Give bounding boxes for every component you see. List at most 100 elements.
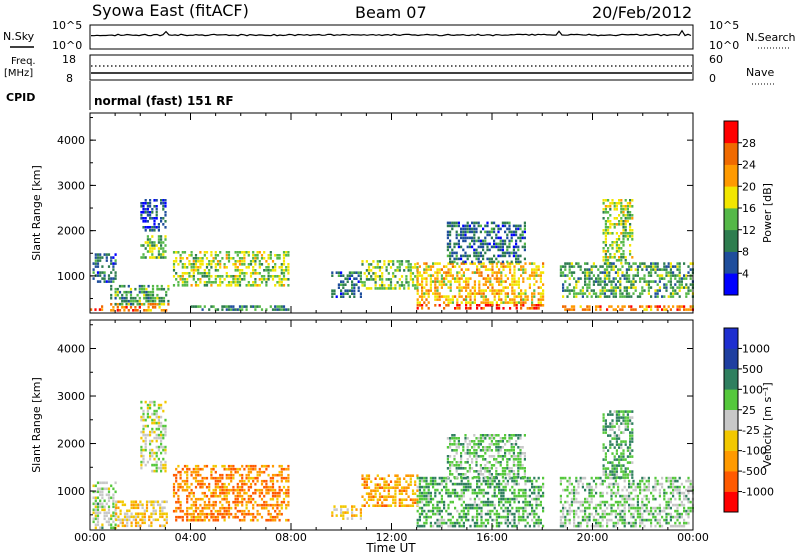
power-cell [114,290,117,294]
velocity-cell [449,524,452,528]
velocity-cell [123,515,127,519]
velocity-cell [608,503,611,507]
velocity-cell [630,503,633,507]
power-cell [610,262,613,265]
velocity-cell [107,511,111,515]
velocity-cell [177,485,180,489]
power-cell [665,271,668,274]
power-cell [181,284,184,287]
power-cell [447,268,450,271]
power-cell [454,265,457,268]
velocity-cell [96,502,100,506]
velocity-cell [482,434,485,437]
power-cell [488,257,491,261]
velocity-cell [249,518,253,522]
power-cell [490,227,493,231]
power-cell [634,280,637,283]
power-cell [607,217,610,220]
velocity-cell [117,524,120,528]
velocity-cell [263,470,266,474]
velocity-cell [208,518,211,522]
velocity-cell [367,477,371,480]
velocity-cell [654,506,657,510]
velocity-cell [482,521,485,525]
power-cell [610,283,613,286]
power-cell [223,278,226,281]
velocity-cell [203,482,206,486]
power-cell [462,274,465,277]
power-cell [127,309,130,312]
power-cell [491,268,494,271]
velocity-cell [398,501,401,504]
power-cell [515,295,518,298]
power-cell [629,250,632,253]
power-cell [142,205,145,208]
power-cell [465,295,468,298]
power-cell [559,271,562,274]
velocity-cell [151,427,154,431]
power-cell [147,293,150,297]
power-cell [665,289,668,292]
velocity-cell [497,455,500,458]
power-cell [425,271,428,274]
power-cell [620,232,623,235]
velocity-cell [440,524,443,528]
power-cell [614,292,617,295]
power-cell [482,307,485,310]
velocity-cell [400,492,404,495]
velocity-cell [566,485,569,489]
power-cell [604,250,607,253]
velocity-cell [634,521,637,525]
power-cell [517,292,520,295]
power-cell [160,238,163,241]
velocity-cell [473,515,476,519]
velocity-cell [498,503,501,507]
velocity-cell [287,464,290,468]
power-cell [506,265,509,268]
power-cell [416,283,419,286]
power-cell [236,281,239,284]
velocity-cell [214,476,217,480]
power-cell [595,305,598,308]
power-cell [513,292,516,295]
velocity-cell [192,515,195,519]
power-cell [199,263,202,266]
velocity-cell [475,449,478,452]
power-cell [258,305,261,308]
velocity-cell [146,409,149,413]
velocity-cell [333,505,336,508]
velocity-cell [355,514,358,517]
power-cell [564,274,567,277]
velocity-cell [416,474,419,477]
velocity-cell [236,488,239,492]
power-cell [639,265,642,268]
velocity-cell [150,524,153,528]
velocity-cell [190,482,193,486]
velocity-cell [650,518,653,522]
velocity-cell [495,446,498,449]
power-cell [146,226,149,229]
power-cell [678,277,681,280]
velocity-cell [493,503,496,507]
power-cell [254,272,257,275]
velocity-cell [94,508,97,512]
power-cell [112,309,115,312]
velocity-cell [647,500,650,504]
velocity-cell [467,482,470,486]
velocity-cell [479,473,482,476]
velocity-cell [455,452,458,455]
power-cell [192,260,195,263]
power-cell [482,239,485,243]
power-cell [607,262,610,265]
power-cell [409,266,412,269]
velocity-cell [247,497,250,501]
velocity-cell [453,440,456,443]
velocity-cell [241,482,244,486]
power-cell [629,223,632,226]
power-cell [123,284,126,288]
velocity-cell [504,437,507,440]
velocity-cell [482,473,485,476]
power-cell [177,275,180,278]
power-cell [652,280,655,283]
velocity-cell [181,485,184,489]
